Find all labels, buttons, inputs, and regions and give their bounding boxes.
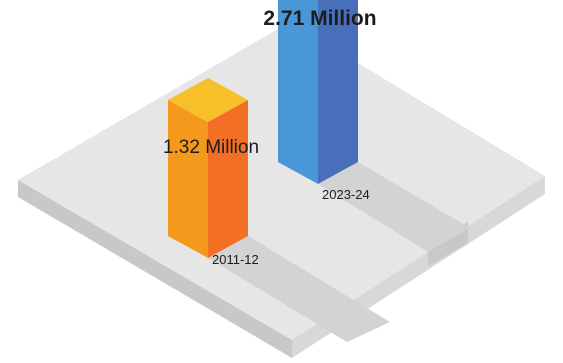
data-labels: 2.71 Million 1.32 Million 2023-24 2011-1…	[163, 7, 377, 267]
bar-shadow-2011-12	[208, 236, 390, 342]
bar-shadow-2023-24	[318, 162, 470, 252]
data-label-2023-24: 2.71 Million	[263, 7, 376, 30]
bar-left-face-2011-12	[168, 100, 208, 258]
category-label-2023-24: 2023-24	[322, 187, 370, 202]
bar-left-face-2023-24	[278, 0, 318, 184]
bar-top-face-2011-12	[168, 78, 248, 123]
bar-right-face-2011-12	[208, 100, 248, 258]
bars	[168, 0, 358, 258]
platform-top-face	[18, 22, 545, 340]
category-label-2011-12: 2011-12	[212, 252, 259, 267]
bar-shadows	[208, 162, 470, 342]
bar-right-face-2023-24	[318, 0, 358, 184]
platform-left-side	[18, 180, 292, 358]
data-label-2011-12: 1.32 Million	[163, 137, 259, 158]
